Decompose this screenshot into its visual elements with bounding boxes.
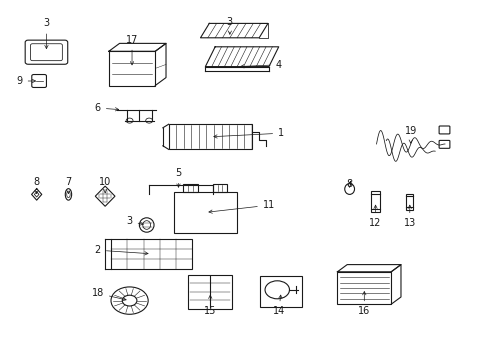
Text: 2: 2: [95, 245, 148, 255]
Text: 5: 5: [175, 168, 181, 187]
Text: 15: 15: [203, 295, 216, 316]
Bar: [188, 274, 232, 309]
Text: 3: 3: [43, 18, 49, 49]
Bar: [370, 191, 379, 212]
Bar: [405, 194, 412, 210]
Bar: [183, 184, 198, 192]
Text: 17: 17: [125, 35, 138, 65]
Text: 12: 12: [368, 205, 381, 228]
Text: 8: 8: [34, 177, 40, 194]
Text: 8: 8: [346, 179, 352, 189]
Text: 18: 18: [91, 288, 126, 301]
Bar: [111, 238, 191, 269]
Text: 7: 7: [65, 177, 71, 194]
Bar: [109, 51, 155, 85]
Bar: [168, 124, 251, 149]
Text: 16: 16: [357, 292, 370, 316]
Bar: [173, 192, 237, 233]
Text: 14: 14: [272, 295, 285, 316]
Text: 4: 4: [240, 60, 281, 70]
Text: 9: 9: [17, 76, 36, 86]
Text: 11: 11: [208, 200, 275, 213]
Bar: [212, 184, 227, 192]
Text: 1: 1: [213, 128, 284, 138]
Text: 3: 3: [226, 17, 232, 34]
Text: 19: 19: [404, 126, 416, 143]
Text: 13: 13: [403, 205, 415, 228]
Bar: [260, 276, 302, 307]
Text: 3: 3: [126, 216, 143, 226]
Text: 10: 10: [99, 177, 111, 193]
Bar: [337, 272, 390, 304]
Text: 6: 6: [95, 103, 119, 113]
